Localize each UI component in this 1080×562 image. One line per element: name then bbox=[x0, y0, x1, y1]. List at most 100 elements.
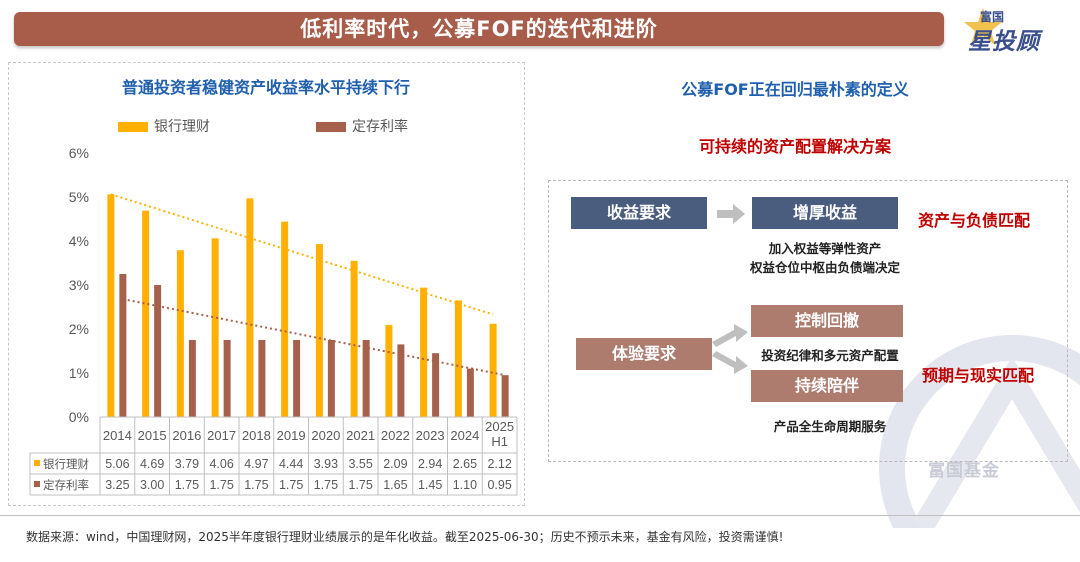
bar-deposit bbox=[432, 353, 440, 417]
x-tick-label: 2024 bbox=[450, 428, 479, 443]
legend-label-bank: 银行理财 bbox=[154, 119, 210, 135]
data-value: 2.94 bbox=[418, 457, 442, 471]
x-tick-label: 2021 bbox=[346, 428, 375, 443]
data-value: 2.65 bbox=[453, 457, 477, 471]
data-value: 5.06 bbox=[105, 457, 129, 471]
bar-bank bbox=[246, 198, 254, 417]
x-tick-label: 2015 bbox=[138, 428, 167, 443]
footer-disclaimer: 数据来源：wind，中国理财网，2025半年度银行理财业绩展示的是年化收益。截至… bbox=[26, 530, 784, 544]
x-tick-label: 2014 bbox=[103, 428, 132, 443]
bar-bank bbox=[281, 221, 289, 417]
split-arrow-icon bbox=[712, 324, 748, 374]
legend-item-deposit: 定存利率 bbox=[316, 116, 408, 136]
legend-swatch-bank bbox=[118, 122, 148, 132]
title-banner: 低利率时代，公募FOF的迭代和进阶 bbox=[14, 12, 944, 46]
y-tick-label: 1% bbox=[69, 365, 89, 381]
data-value: 1.75 bbox=[279, 478, 303, 492]
page-title: 低利率时代，公募FOF的迭代和进阶 bbox=[300, 17, 658, 41]
data-value: 3.55 bbox=[348, 457, 372, 471]
companion-note: 产品全生命周期服务 bbox=[773, 419, 887, 434]
bar-bank bbox=[211, 238, 219, 417]
control-note: 投资纪律和多元资产配置 bbox=[761, 348, 899, 363]
experience-requirement-block: 体验要求 bbox=[576, 338, 712, 370]
continuous-companion-block: 持续陪伴 bbox=[751, 370, 903, 402]
boost-note-2: 权益仓位中枢由负债端决定 bbox=[749, 260, 900, 275]
data-value: 3.00 bbox=[140, 478, 164, 492]
bar-bank bbox=[176, 250, 184, 417]
chart-title: 普通投资者稳健资产收益率水平持续下行 bbox=[121, 78, 410, 97]
logo-top-text: 富国 bbox=[980, 10, 1005, 24]
data-value: 4.06 bbox=[209, 457, 233, 471]
bar-deposit bbox=[397, 344, 405, 417]
watermark-text: 富国基金 bbox=[928, 461, 1000, 481]
bar-deposit bbox=[258, 340, 266, 417]
star-icon bbox=[964, 8, 1002, 45]
solution-box bbox=[548, 180, 1068, 462]
data-value: 4.44 bbox=[279, 457, 303, 471]
bar-deposit bbox=[119, 274, 127, 417]
data-value: 4.97 bbox=[244, 457, 268, 471]
table-legend-swatch bbox=[34, 460, 40, 466]
y-tick-label: 0% bbox=[69, 409, 89, 425]
table-row-label: 定存利率 bbox=[43, 478, 89, 492]
x-tick-label: 2023 bbox=[416, 428, 445, 443]
asset-liability-match-label: 资产与负债匹配 bbox=[918, 211, 1031, 230]
bar-deposit bbox=[466, 368, 474, 417]
table-row-label: 银行理财 bbox=[43, 457, 89, 471]
brand-logo: 富国 星投顾 bbox=[960, 4, 1070, 56]
y-tick-label: 6% bbox=[69, 145, 89, 161]
data-value: 1.75 bbox=[314, 478, 338, 492]
right-title: 公募FOF正在回归最朴素的定义 bbox=[681, 80, 909, 99]
data-value: 1.45 bbox=[418, 478, 442, 492]
x-tick-label: 2020 bbox=[311, 428, 340, 443]
bar-bank bbox=[315, 244, 323, 417]
x-tick-label: 2019 bbox=[277, 428, 306, 443]
expectation-reality-match-label: 预期与现实匹配 bbox=[922, 366, 1035, 385]
footer-divider bbox=[0, 515, 1080, 516]
chart-panel bbox=[8, 62, 525, 506]
data-value: 4.69 bbox=[140, 457, 164, 471]
x-tick-label: H1 bbox=[491, 434, 508, 449]
trendline-bank bbox=[110, 193, 494, 316]
bar-deposit bbox=[154, 285, 162, 417]
bar-deposit bbox=[188, 340, 196, 417]
bar-deposit bbox=[223, 340, 231, 417]
data-value: 3.93 bbox=[314, 457, 338, 471]
data-value: 1.75 bbox=[209, 478, 233, 492]
bar-deposit bbox=[362, 340, 370, 417]
bar-deposit bbox=[293, 340, 301, 417]
bar-chart: 0% 1% 2% 3% 4% 5% 6% 2014 2015 2016 2017 2018 2019 20… bbox=[29, 145, 518, 496]
watermark-logo-icon bbox=[879, 335, 1080, 528]
data-value: 3.25 bbox=[105, 478, 129, 492]
x-tick-label: 2022 bbox=[381, 428, 410, 443]
x-tick-label: 2025 bbox=[485, 419, 514, 434]
x-tick-label: 2016 bbox=[172, 428, 201, 443]
income-requirement-block: 收益要求 bbox=[571, 197, 707, 229]
data-value: 2.09 bbox=[383, 457, 407, 471]
data-value: 2.12 bbox=[487, 457, 511, 471]
data-value: 1.65 bbox=[383, 478, 407, 492]
bar-bank bbox=[489, 323, 497, 417]
arrow-right-icon bbox=[717, 204, 745, 224]
bar-bank bbox=[454, 300, 462, 417]
bar-deposit bbox=[327, 340, 335, 417]
y-tick-label: 4% bbox=[69, 233, 89, 249]
bar-bank bbox=[385, 325, 393, 417]
x-tick-label: 2017 bbox=[207, 428, 236, 443]
x-tick-label: 2018 bbox=[242, 428, 271, 443]
bar-deposit bbox=[501, 375, 509, 417]
bar-bank bbox=[107, 194, 115, 417]
boost-note-1: 加入权益等弹性资产 bbox=[768, 241, 882, 256]
y-tick-label: 5% bbox=[69, 189, 89, 205]
legend-label-deposit: 定存利率 bbox=[352, 119, 408, 135]
table-legend-swatch bbox=[34, 481, 40, 487]
boost-return-block: 增厚收益 bbox=[752, 197, 898, 229]
bar-bank bbox=[420, 287, 428, 417]
bar-bank bbox=[350, 260, 358, 417]
y-tick-label: 3% bbox=[69, 277, 89, 293]
y-tick-label: 2% bbox=[69, 321, 89, 337]
data-value: 1.75 bbox=[348, 478, 372, 492]
control-drawdown-block: 控制回撤 bbox=[751, 305, 903, 337]
logo-main-text: 星投顾 bbox=[968, 29, 1040, 55]
data-value: 3.79 bbox=[175, 457, 199, 471]
